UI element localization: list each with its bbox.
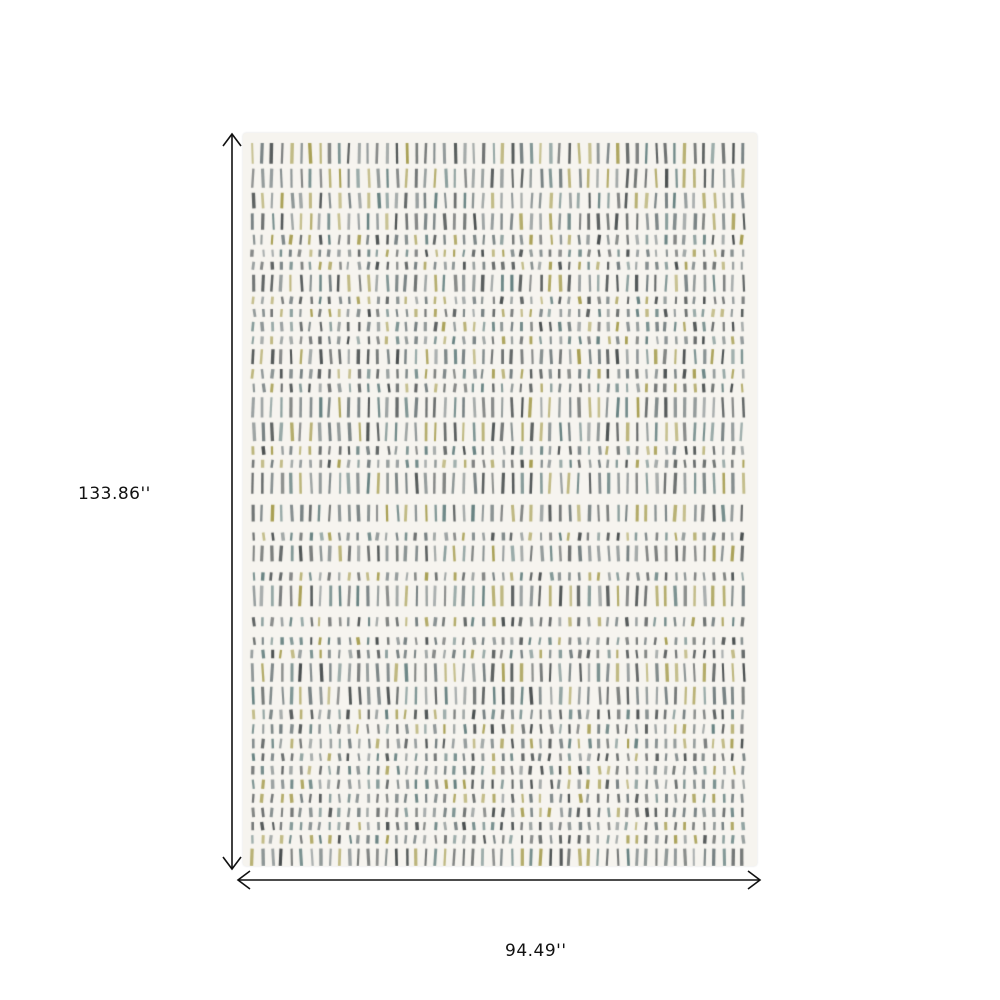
rug-image xyxy=(243,133,757,866)
width-dimension-label: 94.49'' xyxy=(505,941,567,961)
height-dimension-label: 133.86'' xyxy=(78,484,151,504)
width-arrow xyxy=(236,870,762,890)
height-arrow xyxy=(222,132,242,871)
rug-pattern xyxy=(243,133,757,866)
